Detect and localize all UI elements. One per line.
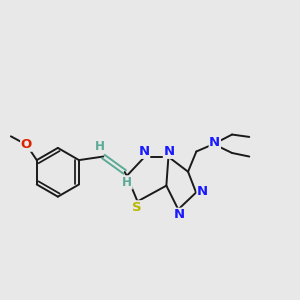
Text: N: N — [164, 145, 175, 158]
Text: N: N — [139, 145, 150, 158]
Text: N: N — [209, 136, 220, 149]
Text: O: O — [21, 138, 32, 151]
Text: H: H — [95, 140, 105, 153]
Text: S: S — [132, 201, 142, 214]
Text: H: H — [122, 176, 132, 189]
Text: N: N — [197, 185, 208, 198]
Text: N: N — [173, 208, 184, 221]
